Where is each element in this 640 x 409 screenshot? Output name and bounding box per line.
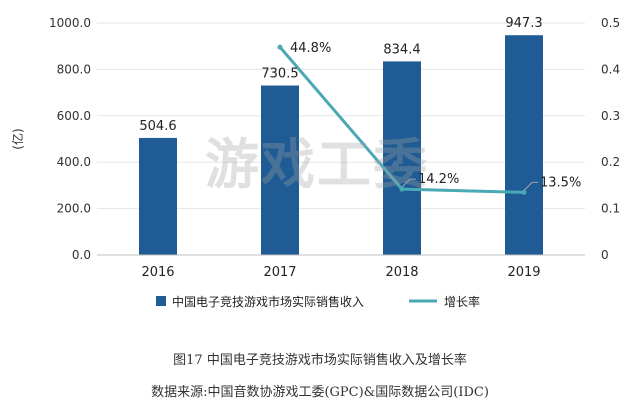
growth-point xyxy=(521,189,527,195)
growth-value-label: 44.8% xyxy=(290,41,331,56)
growth-label-leader xyxy=(523,181,538,191)
y-tick-label: 600.0 xyxy=(57,109,91,123)
x-tick-label: 2018 xyxy=(385,265,418,280)
y-tick-label: 400.0 xyxy=(57,155,91,169)
x-tick-label: 2019 xyxy=(507,265,540,280)
legend-line-label: 增长率 xyxy=(444,294,480,309)
y-tick-label: 0.0 xyxy=(72,248,91,262)
y-tick-label: 200.0 xyxy=(57,202,91,216)
chart: 504.6 730.5 834.4 947.3 44.8% 14.2% 13.5% 0.0 2… xyxy=(10,16,620,309)
bar xyxy=(383,61,421,255)
axes: 0.0 200.0 400.0 600.0 800.0 1000.0 0 0.1 0.2 0.3 0… xyxy=(10,16,620,280)
bar-value-label: 504.6 xyxy=(139,119,176,134)
bar-value-label: 730.5 xyxy=(261,67,298,82)
legend-bar-swatch xyxy=(156,296,166,306)
x-tick-label: 2017 xyxy=(263,265,296,280)
growth-value-label: 14.2% xyxy=(418,172,459,187)
figure-caption: 图17 中国电子竞技游戏市场实际销售收入及增长率 xyxy=(173,353,467,368)
growth-point xyxy=(277,44,283,50)
bar-value-label: 947.3 xyxy=(505,16,542,31)
legend: 中国电子竞技游戏市场实际销售收入 增长率 xyxy=(156,294,480,309)
y2-tick-label: 0.3 xyxy=(601,109,620,123)
y2-tick-label: 0.4 xyxy=(601,62,620,76)
y2-tick-label: 0.5 xyxy=(601,16,620,30)
data-labels: 504.6 730.5 834.4 947.3 44.8% 14.2% 13.5% xyxy=(139,16,581,191)
gridlines xyxy=(97,22,585,210)
y-tick-label: 1000.0 xyxy=(49,16,91,30)
x-tick-label: 2016 xyxy=(141,265,174,280)
y2-tick-label: 0.1 xyxy=(601,202,620,216)
bar xyxy=(505,35,543,256)
growth-line xyxy=(277,44,527,195)
y-axis-label: (亿) xyxy=(10,128,25,149)
y-tick-label: 800.0 xyxy=(57,62,91,76)
growth-value-label: 13.5% xyxy=(540,175,581,190)
data-source: 数据来源:中国音数协游戏工委(GPC)&国际数据公司(IDC) xyxy=(151,385,489,400)
bar xyxy=(261,85,299,255)
bars xyxy=(139,35,543,256)
growth-point xyxy=(399,186,405,192)
legend-bar-label: 中国电子竞技游戏市场实际销售收入 xyxy=(172,294,364,309)
growth-label-leader xyxy=(401,178,416,188)
bar-value-label: 834.4 xyxy=(383,42,420,57)
y2-tick-label: 0 xyxy=(601,248,609,262)
bar xyxy=(139,137,177,255)
y2-tick-label: 0.2 xyxy=(601,155,620,169)
